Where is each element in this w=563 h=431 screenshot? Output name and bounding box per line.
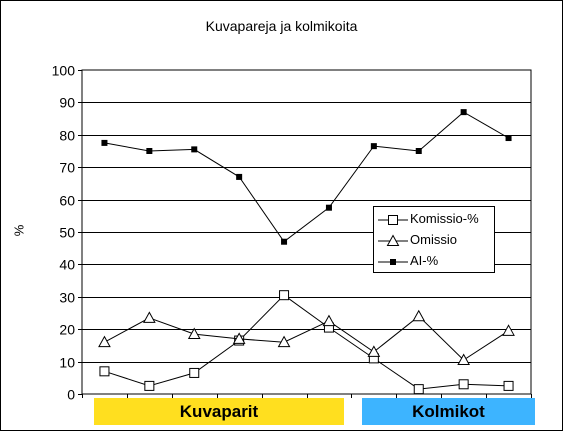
y-tick-label: 70 [59,160,75,176]
y-tick-label: 20 [59,322,75,338]
group-band-kolmikot: Kolmikot [362,398,535,425]
legend-item-omissio: Omissio [374,230,494,250]
data-point-komissio [279,290,290,301]
data-point-ai [101,139,108,146]
data-point-omissio [367,345,381,357]
legend-marker-open-square-icon [378,215,408,225]
data-point-komissio [99,366,110,377]
legend-item-komissio: Komissio-% [374,209,494,229]
y-tick-label: 90 [59,95,75,111]
data-point-komissio [458,379,469,390]
legend-label-ai: AI-% [410,253,439,268]
group-band-kuvaparit: Kuvaparit [94,398,344,425]
y-tick-label: 80 [59,128,75,144]
series-line-0 [104,294,509,390]
y-tick-label: 50 [59,225,75,241]
data-point-ai [281,238,288,245]
data-point-omissio [457,353,470,365]
data-point-omissio [277,335,291,348]
data-point-omissio [412,309,426,322]
y-tick-label: 10 [59,355,75,371]
data-point-ai [370,143,377,150]
y-tick-label: 40 [59,257,75,273]
data-point-ai [505,135,512,142]
data-point-omissio [98,335,111,348]
data-point-omissio [232,332,246,344]
legend-marker-open-triangle-icon [378,234,408,246]
legend: Komissio-% Omissio AI-% [373,206,495,273]
series-line-2 [104,111,509,243]
series-line-1 [104,315,509,361]
y-tick-label: 0 [67,387,75,403]
group-label-kuvaparit: Kuvaparit [179,402,259,421]
data-point-ai [236,173,243,180]
data-point-ai [325,204,332,211]
legend-label-omissio: Omissio [410,232,457,247]
data-point-komissio [189,367,200,378]
data-point-omissio [187,327,201,340]
data-point-omissio [143,311,156,323]
data-point-ai [191,146,198,153]
legend-item-ai: AI-% [374,251,494,271]
data-point-ai [415,148,422,154]
data-point-omissio [502,324,515,336]
data-point-komissio [144,380,155,391]
data-point-ai [460,109,467,116]
data-point-ai [146,148,153,154]
y-tick-label: 30 [59,290,75,306]
y-tick-label: 60 [59,193,75,209]
y-tick-label: 100 [52,63,76,79]
data-point-komissio [503,380,514,391]
group-label-kolmikot: Kolmikot [412,402,485,421]
data-point-omissio [322,314,336,327]
legend-label-komissio: Komissio-% [410,211,479,226]
chart-title: Kuvapareja ja kolmikoita [205,18,358,34]
legend-marker-filled-square-icon [378,259,408,265]
data-point-komissio [413,384,424,395]
